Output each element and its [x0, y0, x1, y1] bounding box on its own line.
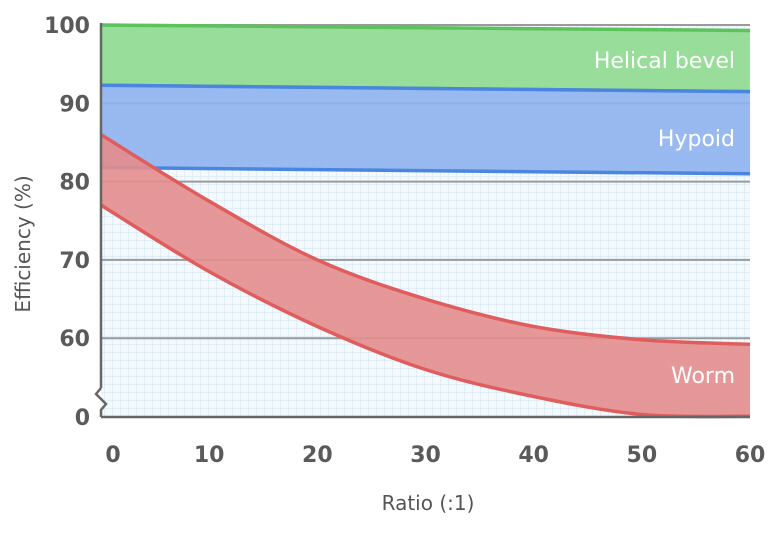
helical-bevel-upper-line [100, 23, 751, 33]
x-tick-label: 20 [302, 443, 333, 468]
y-tick-label: 60 [59, 327, 90, 352]
axes [94, 23, 750, 419]
x-tick-label: 60 [735, 443, 766, 468]
x-tick-labels: 0 10 20 30 40 50 60 [105, 443, 765, 468]
worm-band [101, 134, 750, 417]
hypoid-upper-line [100, 83, 751, 94]
y-tick-label: 90 [59, 92, 90, 117]
hypoid-band [101, 85, 750, 174]
y-tick-labels: 100 90 80 70 60 0 [44, 14, 90, 431]
x-tick-label: 40 [518, 443, 549, 468]
helical-bevel-label: Helical bevel [594, 49, 735, 74]
y-tick-label: 100 [44, 14, 90, 39]
worm-label: Worm [671, 364, 735, 389]
worm-lower-line [100, 203, 751, 419]
y-tick-label: 0 [75, 406, 90, 431]
series-bands [100, 23, 751, 419]
y-axis-title: Efficiency (%) [11, 175, 35, 312]
worm-upper-line [100, 133, 751, 347]
helical-bevel-band [101, 25, 750, 92]
x-axis-title: Ratio (:1) [382, 491, 475, 515]
hypoid-lower-line [100, 165, 751, 176]
hypoid-label: Hypoid [658, 127, 735, 152]
y-tick-label: 70 [59, 249, 90, 274]
y-tick-label: 80 [59, 171, 90, 196]
x-tick-label: 30 [410, 443, 441, 468]
x-tick-label: 10 [194, 443, 225, 468]
series-labels: Helical bevel Hypoid Worm [594, 49, 735, 389]
x-tick-label: 50 [627, 443, 658, 468]
x-tick-label: 0 [105, 443, 120, 468]
y-axis-break [94, 387, 108, 417]
